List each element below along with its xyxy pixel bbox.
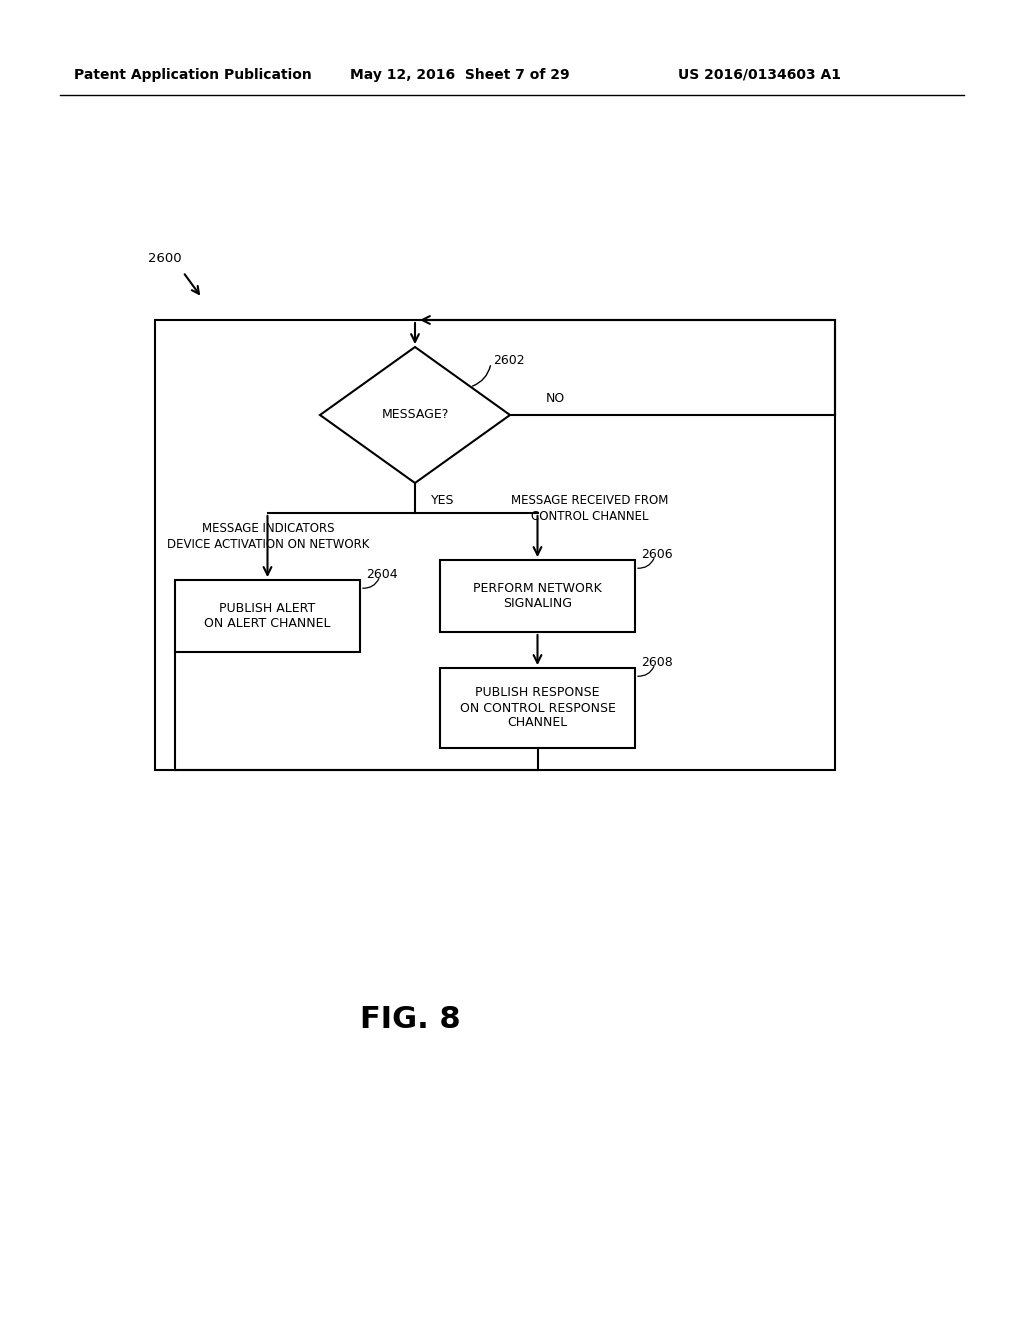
- Text: PUBLISH ALERT
ON ALERT CHANNEL: PUBLISH ALERT ON ALERT CHANNEL: [204, 602, 331, 630]
- Text: 2606: 2606: [641, 548, 673, 561]
- Text: MESSAGE RECEIVED FROM: MESSAGE RECEIVED FROM: [511, 494, 669, 507]
- Bar: [175, 579, 360, 652]
- Text: 2600: 2600: [148, 252, 181, 264]
- Text: DEVICE ACTIVATION ON NETWORK: DEVICE ACTIVATION ON NETWORK: [167, 537, 370, 550]
- Text: FIG. 8: FIG. 8: [359, 1006, 461, 1035]
- Text: 2604: 2604: [366, 568, 397, 581]
- Text: PERFORM NETWORK
SIGNALING: PERFORM NETWORK SIGNALING: [473, 582, 602, 610]
- Bar: [440, 560, 635, 632]
- Text: Patent Application Publication: Patent Application Publication: [74, 69, 312, 82]
- Polygon shape: [319, 347, 510, 483]
- Text: CONTROL CHANNEL: CONTROL CHANNEL: [531, 510, 649, 523]
- Text: 2602: 2602: [493, 354, 524, 367]
- Text: US 2016/0134603 A1: US 2016/0134603 A1: [679, 69, 842, 82]
- Bar: [440, 668, 635, 748]
- Text: May 12, 2016  Sheet 7 of 29: May 12, 2016 Sheet 7 of 29: [350, 69, 569, 82]
- Text: 2608: 2608: [641, 656, 673, 668]
- Text: NO: NO: [546, 392, 564, 405]
- Text: PUBLISH RESPONSE
ON CONTROL RESPONSE
CHANNEL: PUBLISH RESPONSE ON CONTROL RESPONSE CHA…: [460, 686, 615, 730]
- Bar: [155, 319, 835, 770]
- Text: MESSAGE INDICATORS: MESSAGE INDICATORS: [202, 521, 334, 535]
- Text: MESSAGE?: MESSAGE?: [381, 408, 449, 421]
- Text: YES: YES: [431, 495, 455, 507]
